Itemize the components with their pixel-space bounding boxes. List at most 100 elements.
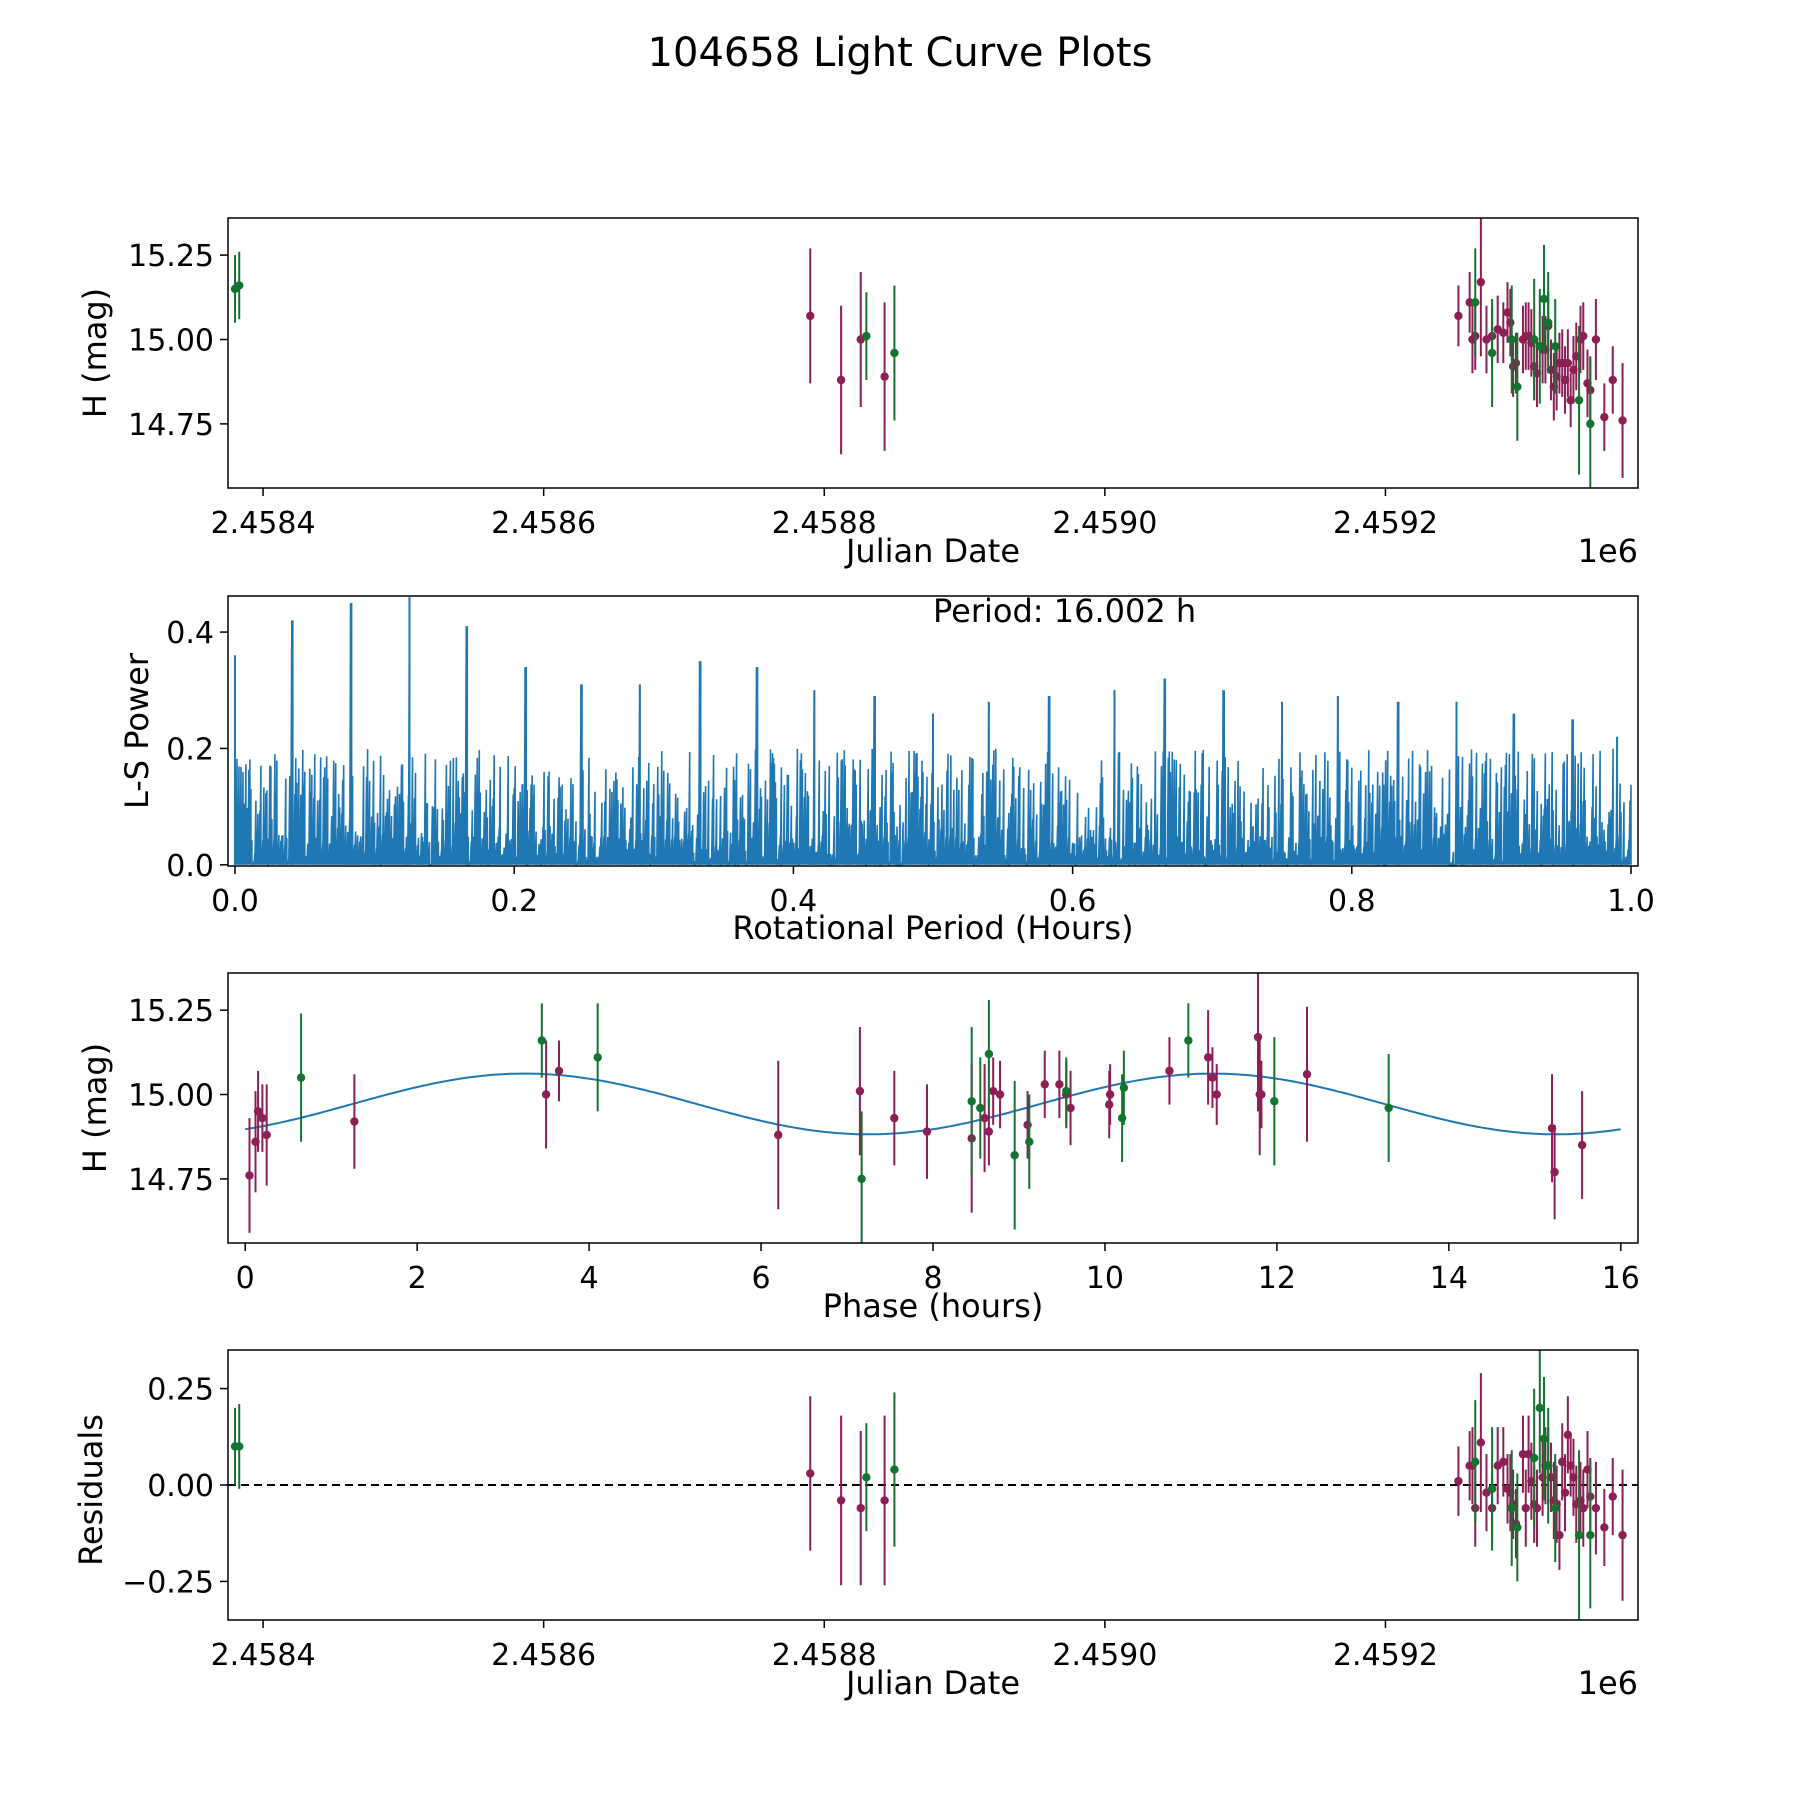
light-curve-y-tick-label: 14.75 <box>128 408 214 443</box>
periodogram-x-tick-label: 1.0 <box>1607 884 1655 919</box>
light-curve-point-filter-a <box>1591 335 1601 344</box>
residuals-point-filter-b <box>1539 1434 1549 1443</box>
periodogram-frame <box>227 595 1639 867</box>
periodogram-x-label: Rotational Period (Hours) <box>732 909 1133 947</box>
phased-light-curve-point-filter-b <box>1062 1086 1071 1096</box>
residuals-point-filter-b <box>1544 1461 1553 1470</box>
light-curve-point-filter-a <box>880 372 889 381</box>
light-curve-point-filter-a <box>1476 277 1486 287</box>
phased-light-curve-point-filter-b <box>1010 1151 1019 1160</box>
phased-light-curve-point-filter-b <box>537 1036 547 1045</box>
residuals-x-tick-label: 2.4590 <box>1052 1638 1157 1673</box>
phased-light-curve-x-tick-label: 14 <box>1430 1261 1468 1296</box>
residuals-point-filter-a <box>1521 1503 1530 1513</box>
residuals-point-filter-b <box>1513 1523 1522 1532</box>
light-curve-point-filter-a <box>806 311 815 321</box>
residuals-y-tick-label: 0.00 <box>147 1469 214 1504</box>
residuals-y-ticks: −0.25 0.00 0.25 <box>122 1373 228 1600</box>
residuals-point-filter-b <box>1487 1484 1497 1494</box>
light-curve-point-filter-b <box>1513 382 1522 391</box>
phased-light-curve-point-filter-a <box>1165 1066 1174 1076</box>
phased-light-curve-y-label: H (mag) <box>76 1043 114 1173</box>
phased-light-curve-point-filter-a <box>1212 1090 1221 1099</box>
light-curve-point-filter-b <box>1551 342 1560 351</box>
residuals-point-filter-b <box>1529 1453 1539 1463</box>
phased-light-curve-point-filter-a <box>1066 1103 1075 1113</box>
residuals-point-filter-a <box>836 1496 846 1505</box>
light-curve-point-filter-a <box>1511 358 1521 368</box>
light-curve-point-filter-b <box>1487 348 1497 358</box>
phased-light-curve-point-filter-b <box>857 1174 866 1184</box>
residuals-point-filter-a <box>1499 1457 1508 1467</box>
residuals-point-filter-b <box>235 1442 244 1451</box>
periodogram-y-ticks: 0.0 0.2 0.4 <box>166 616 228 884</box>
light-curve-x-tick-label: 2.4586 <box>491 506 596 541</box>
light-curve-y-ticks: 14.75 15.00 15.25 <box>128 239 228 443</box>
residuals-x-tick-label: 2.4592 <box>1333 1638 1438 1673</box>
residuals-x-label: Julian Date <box>844 1664 1020 1702</box>
phased-light-curve-point-filter-a <box>541 1090 551 1099</box>
residuals-point-filter-a <box>880 1496 889 1505</box>
residuals-point-filter-b <box>1507 1503 1516 1513</box>
light-curve-point-filter-b <box>1535 342 1544 351</box>
phased-light-curve-x-ticks: 0 2 4 6 8 10 12 14 16 <box>236 1243 1640 1296</box>
light-curve-y-tick-label: 15.00 <box>128 324 214 359</box>
residuals-point-filter-b <box>1574 1530 1584 1540</box>
residuals-marks <box>228 1350 1638 1620</box>
phased-light-curve-point-filter-a <box>1577 1140 1587 1150</box>
phased-light-curve-point-filter-b <box>967 1097 976 1106</box>
residuals-point-filter-a <box>856 1503 865 1513</box>
periodogram-y-label: L-S Power <box>118 652 156 809</box>
periodogram-x-tick-label: 0.4 <box>770 884 818 919</box>
residuals-point-filter-b <box>890 1465 899 1474</box>
light-curve-point-filter-b <box>1586 419 1595 429</box>
phased-light-curve-x-tick-label: 6 <box>752 1261 771 1296</box>
phased-light-curve-point-filter-a <box>855 1086 865 1096</box>
residuals-point-filter-a <box>1608 1492 1617 1501</box>
panel-periodogram: 0.0 0.2 0.4 0.6 0.8 1.0 0.0 0.2 0.4 Rotational … <box>118 592 1655 947</box>
phased-light-curve-point-filter-a <box>1208 1073 1217 1082</box>
phased-light-curve-y-tick-label: 15.00 <box>128 1079 214 1114</box>
residuals-y-label: Residuals <box>72 1414 110 1566</box>
phased-light-curve-x-tick-label: 4 <box>580 1261 599 1296</box>
phased-light-curve-point-filter-a <box>984 1127 994 1136</box>
phased-light-curve-x-tick-label: 12 <box>1258 1261 1296 1296</box>
phased-light-curve-marks <box>245 973 1621 1243</box>
phased-light-curve-point-filter-a <box>1550 1167 1559 1177</box>
light-curve-marks <box>230 218 1627 488</box>
figure-title: 104658 Light Curve Plots <box>648 30 1153 76</box>
periodogram-y-tick-label: 0.0 <box>166 849 214 884</box>
phased-light-curve-point-filter-a <box>554 1066 564 1076</box>
light-curve-x-tick-label: 2.4588 <box>772 506 877 541</box>
periodogram-y-tick-label: 0.2 <box>166 732 214 767</box>
periodogram-x-tick-label: 0.2 <box>490 884 538 919</box>
light-curve-x-label: Julian Date <box>844 532 1020 570</box>
panel-residuals: 2.4584 2.4586 2.4588 2.4590 2.4592 −0.25 0.00… <box>72 1349 1639 1702</box>
phased-light-curve-y-ticks: 14.75 15.00 15.25 <box>128 994 228 1198</box>
residuals-y-tick-label: 0.25 <box>147 1373 214 1408</box>
phased-light-curve-x-tick-label: 10 <box>1086 1261 1124 1296</box>
phased-light-curve-x-tick-label: 8 <box>923 1261 942 1296</box>
phased-light-curve-point-filter-a <box>262 1130 271 1140</box>
residuals-point-filter-a <box>1476 1438 1486 1447</box>
light-curve-y-label: H (mag) <box>76 288 114 418</box>
phased-light-curve-y-tick-label: 15.25 <box>128 994 214 1029</box>
residuals-point-filter-a <box>1591 1503 1601 1513</box>
light-curve-point-filter-a <box>1499 328 1508 337</box>
residuals-x-tick-label: 2.4588 <box>772 1638 877 1673</box>
light-curve-offset-label: 1e6 <box>1578 532 1638 570</box>
phased-light-curve-point-filter-a <box>1203 1053 1213 1062</box>
periodogram-y-tick-label: 0.4 <box>166 616 214 651</box>
residuals-x-tick-label: 2.4586 <box>491 1638 596 1673</box>
light-curve-point-filter-a <box>1618 416 1627 425</box>
light-curve-y-tick-label: 15.25 <box>128 239 214 274</box>
light-curve-point-filter-b <box>1544 318 1553 327</box>
phased-light-curve-point-filter-a <box>1040 1080 1049 1089</box>
light-curve-point-filter-b <box>862 331 871 341</box>
light-curve-point-filter-b <box>235 281 244 290</box>
phased-light-curve-y-tick-label: 14.75 <box>128 1163 214 1198</box>
light-curve-point-filter-a <box>1600 412 1609 422</box>
residuals-point-filter-b <box>1535 1403 1544 1413</box>
panel-phased-light-curve: 0 2 4 6 8 10 12 14 16 14.75 15.00 15.25 Phase (hou… <box>76 972 1640 1325</box>
